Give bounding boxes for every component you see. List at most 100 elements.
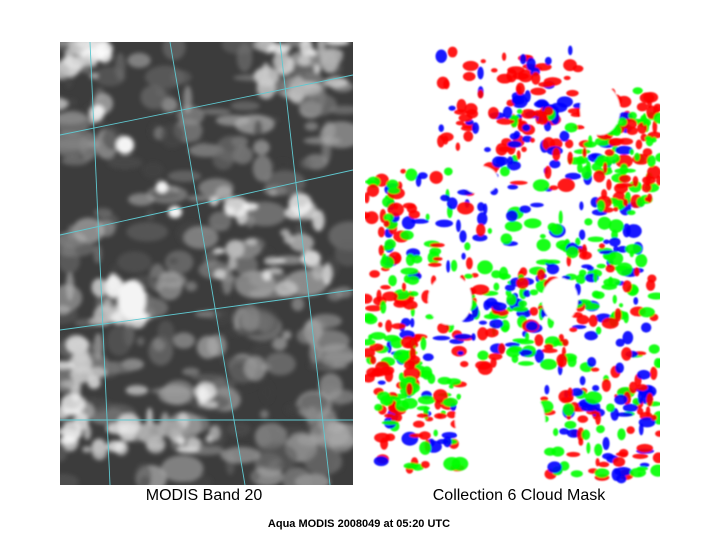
texture-blob [581,165,592,180]
texture-blob [405,168,418,182]
grid-line [169,42,246,485]
texture-blob [401,216,416,230]
texture-blob [319,121,353,149]
texture-blob [530,202,544,208]
texture-blob [518,349,533,356]
texture-blob [588,135,593,147]
texture-blob [498,273,511,280]
texture-blob [485,327,499,338]
texture-blob [639,462,650,468]
texture-blob [512,306,529,312]
texture-blob [611,229,618,241]
texture-blob [408,291,419,297]
texture-blob [599,243,605,249]
texture-blob [455,142,461,151]
texture-blob [496,117,515,125]
texture-blob [61,156,89,166]
texture-blob [262,269,272,281]
texture-blob [383,213,394,222]
texture-blob [524,332,530,342]
texture-blob [477,350,489,361]
texture-blob [60,428,78,435]
texture-blob [464,242,471,251]
texture-blob [529,289,539,296]
texture-blob [381,253,387,265]
texture-blob [596,263,607,269]
texture-blob [645,406,651,417]
texture-blob [284,206,305,220]
texture-blob [213,247,225,255]
texture-blob [378,321,383,328]
texture-blob [635,254,648,268]
texture-blob [213,269,226,280]
texture-blob [537,115,549,125]
texture-blob [400,230,414,241]
texture-blob [381,420,399,425]
texture-blob [417,172,428,180]
texture-blob [509,180,528,185]
texture-blob [591,290,601,299]
texture-blob [518,300,527,308]
texture-blob [325,42,350,46]
grid-line [89,42,111,485]
texture-blob [637,390,644,405]
texture-blob [60,240,96,257]
texture-blob [304,121,319,131]
texture-blob [501,52,507,61]
texture-blob [304,445,343,476]
texture-blob [619,163,629,175]
texture-blob [446,260,451,273]
texture-blob [548,185,559,191]
texture-blob [442,135,449,145]
texture-blob [642,148,653,157]
texture-blob [187,195,213,202]
texture-blob [617,428,626,441]
texture-blob [456,393,462,400]
texture-blob [268,267,284,274]
texture-blob [245,214,255,228]
texture-blob [647,98,652,109]
texture-blob [642,175,656,185]
texture-blob [443,167,453,176]
texture-blob [477,66,484,80]
texture-blob [411,463,425,471]
texture-blob [636,102,648,112]
texture-blob [327,432,353,453]
texture-blob [534,334,544,347]
texture-blob [544,343,554,350]
texture-blob [427,373,436,385]
texture-blob [159,419,185,438]
texture-blob [578,438,584,446]
texture-blob [393,300,407,308]
texture-blob [443,79,450,90]
texture-blob [422,353,434,361]
texture-blob [177,437,186,446]
texture-blob [406,382,413,396]
texture-blob [516,108,523,115]
texture-blob [464,273,473,279]
texture-blob [647,155,656,168]
texture-blob [618,174,631,183]
texture-blob [227,256,237,271]
texture-blob [462,71,476,82]
texture-blob [380,300,387,314]
texture-blob [410,317,415,328]
texture-blob [489,318,504,329]
texture-blob [570,112,583,118]
texture-blob [471,122,480,134]
texture-blob [400,267,419,275]
texture-blob [620,183,634,188]
texture-blob [253,66,280,87]
texture-blob [559,428,570,435]
texture-blob [584,391,603,405]
grid-line [279,42,331,485]
texture-blob [60,379,76,389]
texture-blob [544,384,550,395]
texture-blob [636,443,654,453]
texture-blob [446,197,458,210]
texture-blob [221,328,264,337]
texture-blob [456,201,474,215]
texture-blob [443,456,461,471]
texture-blob [523,218,542,229]
texture-blob [60,62,70,80]
